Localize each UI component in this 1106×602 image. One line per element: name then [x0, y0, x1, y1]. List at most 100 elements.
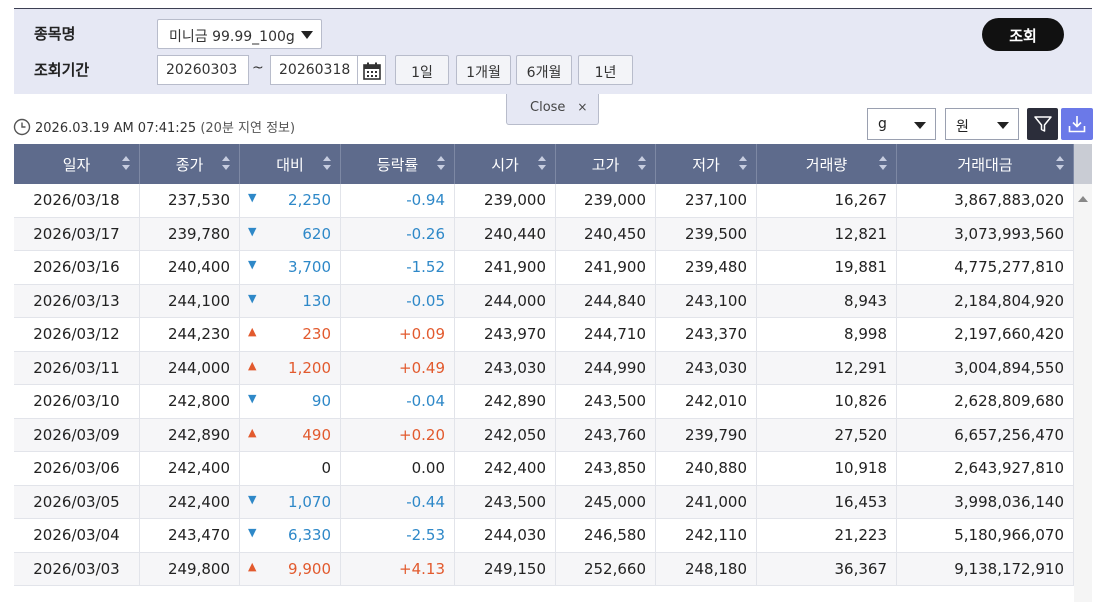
table-row[interactable]: 2026/03/10 242,800 ▼ 90 -0.04 242,890 243,500 2…: [14, 385, 1074, 419]
cell-date-value: 2026/03/17: [33, 224, 120, 243]
currency-unit-select[interactable]: 원: [945, 108, 1019, 140]
cell-rate-value: +0.09: [399, 325, 445, 343]
calendar-button[interactable]: [358, 55, 386, 85]
cell-volume-value: 12,821: [834, 224, 888, 243]
table-row[interactable]: 2026/03/09 242,890 ▲ 490 +0.20 242,050 243,760…: [14, 418, 1074, 452]
cell-date: 2026/03/18: [14, 184, 140, 217]
date-to-input[interactable]: 20260318: [270, 55, 358, 85]
cell-rate: -0.44: [341, 485, 455, 518]
cell-low-value: 248,180: [684, 559, 747, 578]
cell-close-value: 244,230: [167, 325, 230, 343]
cell-low-value: 242,010: [684, 392, 747, 410]
sort-icon: [222, 156, 230, 172]
filter-button[interactable]: [1027, 108, 1058, 140]
cell-close: 242,400: [140, 452, 240, 485]
period-1year-button[interactable]: 1년: [578, 55, 633, 85]
table-row[interactable]: 2026/03/16 240,400 ▼ 3,700 -1.52 241,900 241,9…: [14, 251, 1074, 285]
cell-date-value: 2026/03/05: [33, 492, 120, 511]
table-row[interactable]: 2026/03/05 242,400 ▼ 1,070 -0.44 243,500 245,0…: [14, 485, 1074, 519]
period-1day-button[interactable]: 1일: [395, 55, 449, 85]
column-header-rate[interactable]: 등락률: [341, 144, 455, 184]
cell-volume: 19,881: [757, 251, 897, 284]
cell-amount: 3,867,883,020: [897, 184, 1074, 217]
table-row[interactable]: 2026/03/06 242,400 0 0.00 242,400 243,850 240,…: [14, 452, 1074, 486]
column-header-volume[interactable]: 거래량: [757, 144, 897, 184]
down-arrow-icon: ▼: [248, 258, 257, 271]
cell-rate: -0.94: [341, 184, 455, 217]
cell-rate: -0.05: [341, 284, 455, 317]
cell-open-value: 242,890: [483, 392, 546, 410]
vertical-scrollbar[interactable]: [1074, 184, 1092, 602]
cell-close: 244,000: [140, 351, 240, 384]
cell-low: 248,180: [656, 552, 757, 585]
query-button[interactable]: 조회: [982, 18, 1064, 51]
column-header-close[interactable]: 종가: [140, 144, 240, 184]
up-arrow-icon: ▲: [248, 325, 257, 338]
cell-close: 242,400: [140, 485, 240, 518]
cell-amount: 2,643,927,810: [897, 452, 1074, 485]
column-header-date[interactable]: 일자: [14, 144, 140, 184]
sort-icon: [638, 156, 646, 172]
column-header-high[interactable]: 고가: [556, 144, 656, 184]
close-panel-button[interactable]: Close ×: [506, 94, 599, 125]
cell-amount: 2,197,660,420: [897, 318, 1074, 351]
cell-change: ▲ 1,200: [240, 351, 341, 384]
cell-close: 242,800: [140, 385, 240, 418]
cell-low: 242,110: [656, 519, 757, 552]
cell-date-value: 2026/03/06: [33, 459, 120, 477]
cell-volume-value: 12,291: [834, 358, 888, 377]
scroll-up-icon[interactable]: [1078, 196, 1088, 202]
currency-unit-value: 원: [956, 119, 969, 135]
cell-open: 243,970: [455, 318, 556, 351]
cell-open: 243,030: [455, 351, 556, 384]
table-row[interactable]: 2026/03/03 249,800 ▲ 9,900 +4.13 249,150 252,6…: [14, 552, 1074, 586]
cell-close: 243,470: [140, 519, 240, 552]
column-header-low[interactable]: 저가: [656, 144, 757, 184]
cell-date-value: 2026/03/18: [33, 191, 120, 209]
cell-low-value: 240,880: [684, 459, 747, 477]
timestamp: 2026.03.19 AM 07:41:25 (20분 지연 정보): [13, 117, 295, 136]
sort-icon: [323, 156, 331, 172]
column-header-amount[interactable]: 거래대금: [897, 144, 1074, 184]
cell-change-value: 130: [302, 291, 331, 310]
cell-high-value: 243,850: [583, 459, 646, 477]
table-row[interactable]: 2026/03/11 244,000 ▲ 1,200 +0.49 243,030 244,9…: [14, 351, 1074, 385]
table-row[interactable]: 2026/03/18 237,530 ▼ 2,250 -0.94 239,000 239,0…: [14, 184, 1074, 218]
cell-high: 239,000: [556, 184, 656, 217]
cell-rate-value: -0.05: [406, 291, 445, 310]
cell-low: 242,010: [656, 385, 757, 418]
cell-change: ▼ 3,700: [240, 251, 341, 284]
table-row[interactable]: 2026/03/17 239,780 ▼ 620 -0.26 240,440 240,450…: [14, 217, 1074, 251]
timestamp-value: 2026.03.19 AM 07:41:25: [35, 121, 197, 136]
cell-low-value: 242,110: [684, 526, 747, 544]
cell-high: 252,660: [556, 552, 656, 585]
column-header-change[interactable]: 대비: [240, 144, 341, 184]
weight-unit-select[interactable]: g: [867, 108, 936, 140]
date-from-input[interactable]: 20260303: [157, 55, 249, 85]
table-row[interactable]: 2026/03/13 244,100 ▼ 130 -0.05 244,000 244,840…: [14, 284, 1074, 318]
cell-change: ▲ 490: [240, 418, 341, 451]
cell-amount-value: 2,643,927,810: [954, 459, 1064, 477]
cell-high-value: 239,000: [583, 191, 646, 209]
cell-date: 2026/03/16: [14, 251, 140, 284]
cell-high-value: 246,580: [583, 526, 646, 544]
cell-volume: 27,520: [757, 418, 897, 451]
download-button[interactable]: [1061, 108, 1093, 140]
cell-volume-value: 10,826: [834, 392, 888, 410]
table-header: 일자 종가 대비 등락률 시가 고가 저가 거래량 거래대금: [14, 144, 1074, 184]
sort-icon: [739, 156, 747, 172]
cell-date: 2026/03/05: [14, 485, 140, 518]
cell-rate-value: +0.49: [399, 358, 445, 377]
cell-open-value: 249,150: [483, 559, 546, 578]
table-row[interactable]: 2026/03/04 243,470 ▼ 6,330 -2.53 244,030 246,5…: [14, 519, 1074, 553]
table-row[interactable]: 2026/03/12 244,230 ▲ 230 +0.09 243,970 244,710…: [14, 318, 1074, 352]
cell-volume: 8,943: [757, 284, 897, 317]
cell-close: 249,800: [140, 552, 240, 585]
period-1month-button[interactable]: 1개월: [456, 55, 511, 85]
item-select-value: 미니금 99.99_100g: [169, 29, 295, 45]
item-select[interactable]: 미니금 99.99_100g: [157, 19, 322, 49]
sort-icon: [122, 156, 130, 172]
period-6month-button[interactable]: 6개월: [516, 55, 572, 85]
column-header-open[interactable]: 시가: [455, 144, 556, 184]
cell-date: 2026/03/09: [14, 418, 140, 451]
